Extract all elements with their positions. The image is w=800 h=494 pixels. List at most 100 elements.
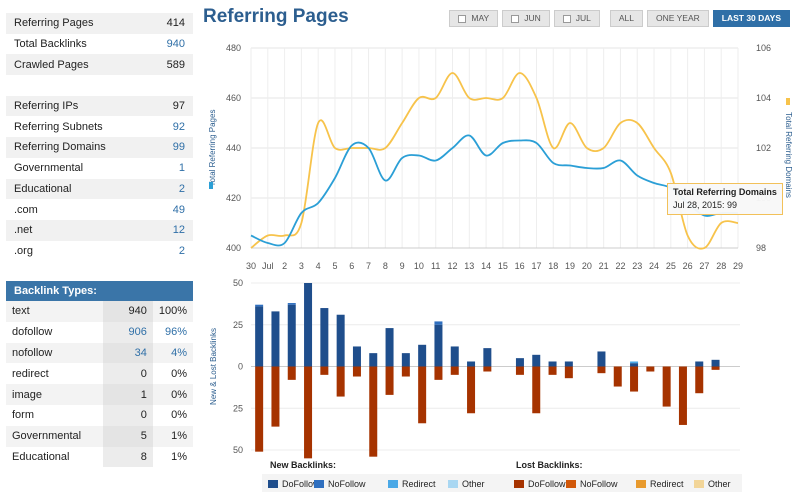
backlink-type-percent: 1% bbox=[152, 425, 193, 447]
stat-value[interactable]: 49 bbox=[172, 203, 185, 216]
x-tick-label: 12 bbox=[448, 261, 458, 271]
range-button-jun[interactable]: JUN bbox=[502, 10, 550, 27]
backlink-type-count[interactable]: 34 bbox=[102, 342, 153, 364]
bar-lost-dofollow bbox=[434, 366, 443, 380]
backlink-type-percent: 0% bbox=[171, 367, 187, 380]
bar-new-dofollow bbox=[532, 354, 541, 367]
range-button-all[interactable]: ALL bbox=[609, 10, 643, 27]
x-tick-label: 2 bbox=[282, 261, 287, 271]
y-axis-label: Total Referring Pages bbox=[208, 110, 217, 187]
stat-row: Total Backlinks 940 bbox=[6, 34, 193, 55]
backlink-type-percent: 0% bbox=[171, 409, 187, 422]
bar-new-dofollow bbox=[385, 328, 394, 367]
range-button-one-year[interactable]: ONE YEAR bbox=[647, 10, 709, 27]
x-tick-label: 9 bbox=[400, 261, 405, 271]
legend-item[interactable]: Redirect bbox=[636, 479, 684, 489]
stat-row: Referring Domains 99 bbox=[6, 137, 193, 158]
legend-label: Redirect bbox=[402, 479, 436, 489]
stat-value[interactable]: 92 bbox=[172, 120, 185, 133]
legend-item[interactable]: Redirect bbox=[388, 479, 436, 489]
backlink-type-percent: 100% bbox=[152, 301, 193, 322]
bar-new-nofollow bbox=[287, 303, 296, 305]
bar-lost-dofollow bbox=[532, 366, 541, 414]
range-button-last-30-days[interactable]: LAST 30 DAYS bbox=[712, 10, 790, 27]
x-tick-label: 8 bbox=[383, 261, 388, 271]
checkbox-icon[interactable] bbox=[458, 14, 467, 23]
page-title: Referring Pages bbox=[203, 6, 349, 27]
bar-lost-dofollow bbox=[385, 366, 394, 395]
backlink-type-count: 5 bbox=[102, 425, 153, 447]
backlink-type-percent: 1% bbox=[171, 450, 187, 463]
legend-swatch bbox=[388, 480, 398, 488]
y-tick-label: 420 bbox=[226, 193, 241, 203]
bar-new-dofollow bbox=[597, 351, 606, 367]
bar-lost-dofollow bbox=[450, 366, 459, 375]
stat-row: Crawled Pages 589 bbox=[6, 54, 193, 76]
backlink-type-row: Educational 8 1% bbox=[6, 446, 193, 468]
x-tick-label: 13 bbox=[464, 261, 474, 271]
legend-item[interactable]: Other bbox=[694, 479, 731, 489]
backlink-type-count: 0 bbox=[102, 404, 153, 426]
bar-lost-dofollow bbox=[401, 366, 410, 377]
legend-label: DoFollow bbox=[528, 479, 566, 489]
bar-new-dofollow bbox=[630, 363, 639, 367]
backlink-type-count[interactable]: 906 bbox=[102, 321, 153, 343]
bar-lost-dofollow bbox=[564, 366, 573, 379]
y-tick-label: 50 bbox=[233, 278, 243, 288]
legend-label: Redirect bbox=[650, 479, 684, 489]
stat-value[interactable]: 1 bbox=[178, 162, 185, 175]
stat-value: 97 bbox=[147, 95, 193, 117]
checkbox-icon[interactable] bbox=[562, 14, 571, 23]
stat-row: Referring Pages 414 bbox=[6, 13, 193, 34]
bar-new-dofollow bbox=[401, 353, 410, 367]
legend-row: DoFollow NoFollow Redirect Other DoFollow NoF… bbox=[262, 474, 742, 492]
legend-lost-title: Lost Backlinks: bbox=[516, 460, 583, 470]
legend-swatch bbox=[636, 480, 646, 488]
bar-new-nofollow bbox=[255, 304, 264, 307]
checkbox-icon[interactable] bbox=[511, 14, 520, 23]
backlink-type-percent: 96% bbox=[164, 326, 187, 339]
bar-new-dofollow bbox=[515, 358, 524, 367]
x-tick-label: 27 bbox=[699, 261, 709, 271]
stats-table: Referring Pages 414 Total Backlinks 940 Craw… bbox=[6, 13, 193, 261]
stat-value[interactable]: 940 bbox=[166, 38, 185, 51]
backlink-type-percent: 0% bbox=[152, 384, 193, 405]
backlink-type-label: Governmental bbox=[6, 425, 103, 447]
legend-swatch bbox=[268, 480, 278, 488]
stat-label: .org bbox=[14, 244, 33, 257]
stat-row: .net 12 bbox=[6, 219, 193, 241]
stat-label: Referring Domains bbox=[6, 137, 148, 158]
bar-lost-dofollow bbox=[613, 366, 622, 387]
bar-lost-dofollow bbox=[646, 366, 655, 372]
stat-value[interactable]: 2 bbox=[178, 244, 185, 257]
stat-value[interactable]: 2 bbox=[147, 178, 193, 200]
backlink-types-header: Backlink Types: bbox=[6, 281, 193, 301]
legend-item[interactable]: NoFollow bbox=[566, 479, 618, 489]
legend-item[interactable]: NoFollow bbox=[314, 479, 366, 489]
range-button-label: JUN bbox=[524, 13, 541, 23]
bar-lost-dofollow bbox=[369, 366, 378, 457]
bar-new-dofollow bbox=[287, 304, 296, 367]
stat-row: Referring Subnets 92 bbox=[6, 116, 193, 137]
range-button-may[interactable]: MAY bbox=[449, 10, 499, 27]
bar-new-dofollow bbox=[434, 324, 443, 367]
stat-value[interactable]: 12 bbox=[147, 219, 193, 241]
backlink-type-count: 0 bbox=[102, 363, 153, 385]
legend-swatch bbox=[314, 480, 324, 488]
x-tick-label: 6 bbox=[349, 261, 354, 271]
x-tick-label: 20 bbox=[582, 261, 592, 271]
legend-item[interactable]: DoFollow bbox=[514, 479, 566, 489]
y-tick-label: 25 bbox=[233, 403, 243, 413]
y2-axis-legend-swatch bbox=[786, 98, 790, 105]
legend-item[interactable]: Other bbox=[448, 479, 485, 489]
y-axis-label: New & Lost Backlinks bbox=[209, 328, 218, 405]
stat-value[interactable]: 99 bbox=[147, 137, 193, 158]
bar-new-dofollow bbox=[483, 348, 492, 367]
backlink-type-label: Educational bbox=[12, 450, 70, 463]
x-tick-label: 5 bbox=[332, 261, 337, 271]
backlink-type-label: redirect bbox=[12, 367, 49, 380]
bar-new-dofollow bbox=[369, 353, 378, 367]
legend-item[interactable]: DoFollow bbox=[268, 479, 320, 489]
series-line-pages bbox=[250, 134, 739, 247]
range-button-jul[interactable]: JUL bbox=[553, 10, 600, 27]
